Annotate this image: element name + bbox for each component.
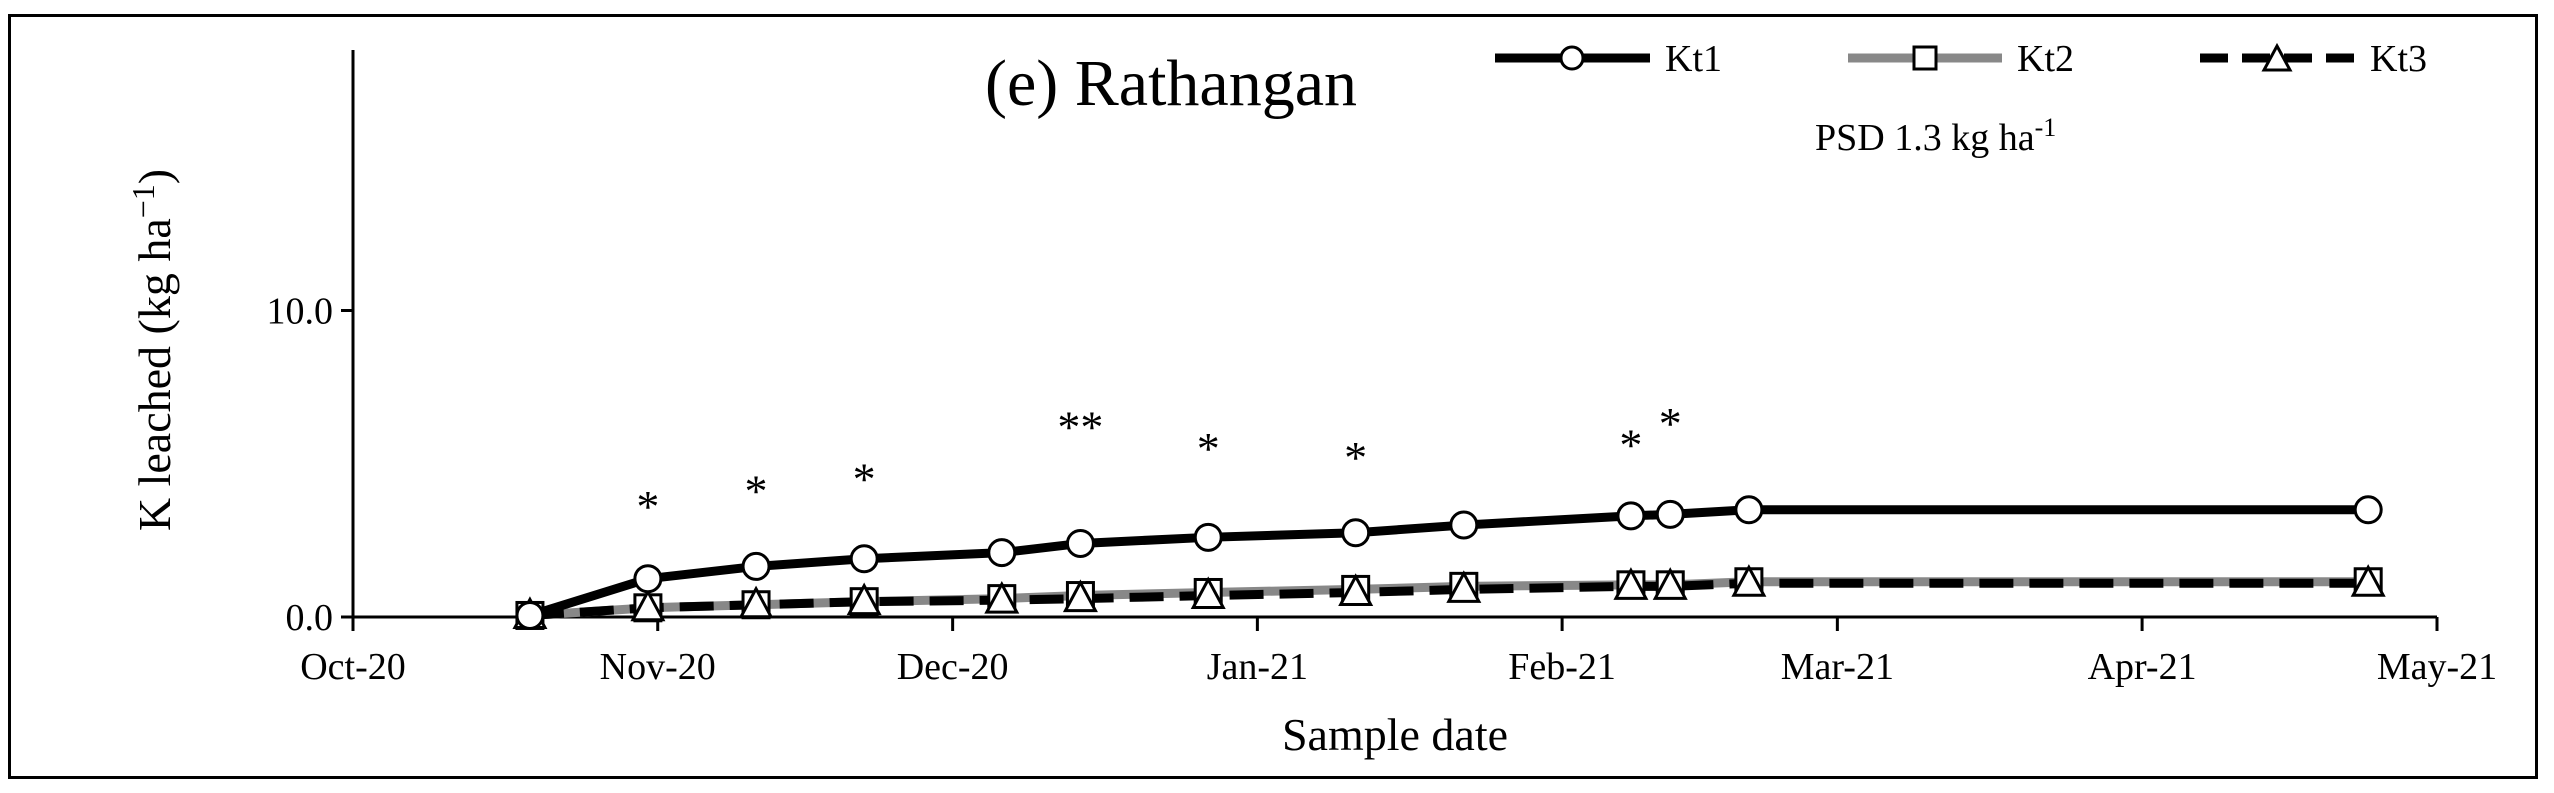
y-axis-label: K leached (kg ha−1): [125, 169, 180, 531]
legend-marker-kt2: [1912, 45, 1938, 71]
legend-item-kt2: Kt2: [1848, 38, 2074, 80]
significance-marks: * * *** * * * *: [636, 398, 1681, 532]
legend-label-kt2: Kt2: [2017, 38, 2074, 80]
chart-frame: [8, 14, 2538, 779]
point-kt3: [984, 580, 1020, 614]
legend-label-kt3: Kt3: [2370, 38, 2427, 80]
point-kt3: [1446, 570, 1482, 603]
point-kt1: [741, 551, 771, 581]
x-ticks: Oct-20 Nov-20 Dec-20 Jan-21 Feb-21 Mar-21 Apr-…: [300, 617, 2497, 688]
significance-mark: *: [1197, 423, 1220, 474]
legend: Kt1 Kt2 Kt3: [1495, 38, 2427, 80]
point-kt1: [633, 564, 663, 594]
point-kt3: [846, 582, 882, 616]
y-axis-label-suffix: ): [129, 169, 180, 184]
legend-item-kt3: Kt3: [2200, 38, 2427, 80]
point-kt1: [1449, 510, 1479, 540]
significance-mark: *: [745, 466, 768, 517]
point-kt3: [1190, 576, 1226, 610]
point-kt3: [630, 588, 666, 622]
significance-mark: *: [1344, 432, 1367, 483]
legend-item-kt1: Kt1: [1495, 38, 1722, 80]
x-tick-label: Oct-20: [300, 646, 406, 688]
point-kt3: [2350, 564, 2386, 597]
significance-mark: *: [636, 481, 659, 532]
point-kt1: [849, 544, 879, 574]
point-kt1: [515, 600, 545, 630]
x-tick-label: Nov-20: [600, 646, 716, 688]
x-tick-label: Dec-20: [897, 646, 1009, 688]
significance-mark: **: [1057, 401, 1103, 452]
point-kt3: [1613, 567, 1649, 600]
point-kt1: [1655, 499, 1685, 529]
y-tick-label: 10.0: [267, 291, 334, 333]
point-kt1: [1193, 522, 1223, 552]
y-ticks: 0.0 10.0: [267, 291, 353, 639]
x-tick-label: May-21: [2377, 646, 2497, 688]
significance-mark: *: [853, 453, 876, 504]
series-layer: [512, 495, 2386, 630]
x-tick-label: Feb-21: [1508, 646, 1616, 688]
point-kt1: [1734, 495, 1764, 525]
significance-mark: *: [1619, 420, 1642, 471]
point-kt1: [1065, 528, 1095, 558]
x-axis-label: Sample date: [1282, 709, 1508, 760]
legend-marker-kt1: [1559, 45, 1585, 71]
y-tick-label: 0.0: [286, 597, 334, 639]
chart-title: (e) Rathangan: [985, 47, 1357, 120]
y-axis-label-superscript: −1: [125, 184, 161, 218]
point-kt3: [1338, 573, 1374, 606]
x-tick-label: Jan-21: [1207, 646, 1308, 688]
point-kt3: [738, 585, 774, 619]
significance-mark: *: [1659, 398, 1682, 449]
point-kt1: [2353, 495, 2383, 525]
y-axis-label-text: K leached (kg ha: [129, 218, 180, 531]
psd-annotation: PSD 1.3 kg ha-1: [1815, 113, 2056, 159]
psd-annotation-superscript: -1: [2035, 113, 2057, 142]
point-kt3: [1652, 567, 1688, 600]
psd-annotation-text: PSD 1.3 kg ha: [1815, 117, 2035, 159]
x-tick-label: Mar-21: [1781, 646, 1894, 688]
legend-marker-kt3: [2261, 42, 2293, 72]
point-kt1: [1341, 518, 1371, 548]
point-kt3: [1731, 564, 1767, 597]
point-kt1: [987, 538, 1017, 568]
legend-label-kt1: Kt1: [1665, 38, 1722, 80]
point-kt3: [1062, 579, 1098, 613]
x-tick-label: Apr-21: [2088, 646, 2197, 688]
point-kt1: [1616, 501, 1646, 531]
